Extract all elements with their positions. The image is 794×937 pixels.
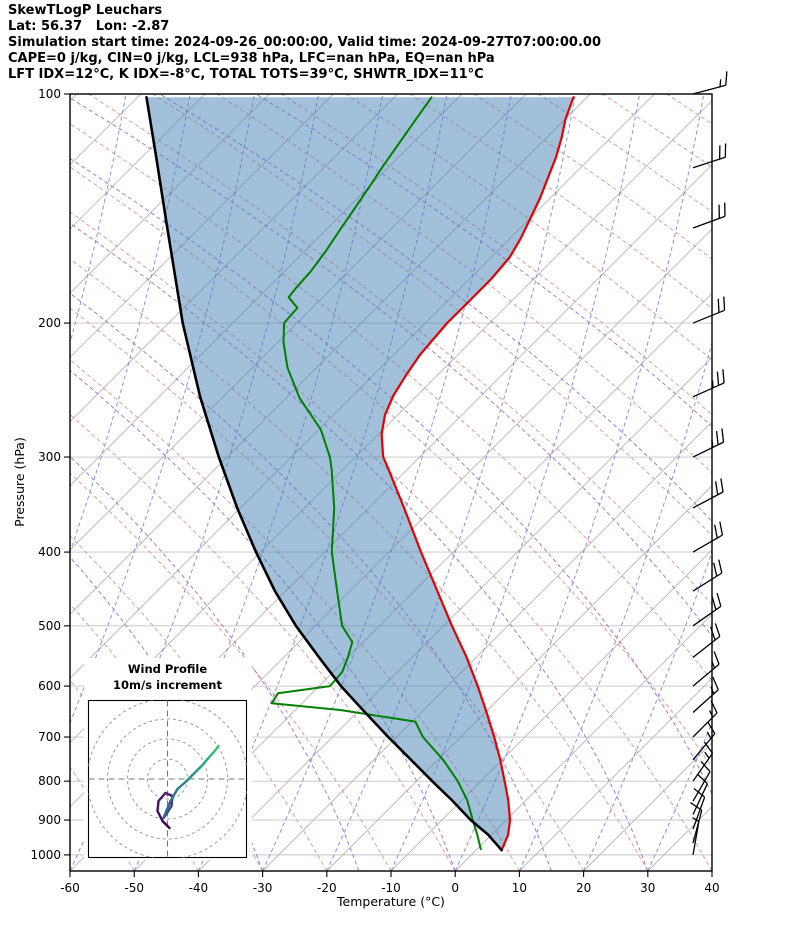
y-tick-label: 700 <box>38 730 61 744</box>
y-axis-title: Pressure (hPa) <box>12 437 27 527</box>
hodograph-trace-segment <box>207 748 217 760</box>
temperature-curve <box>380 96 575 851</box>
wind-barb <box>692 521 724 553</box>
x-tick-label: -10 <box>381 881 401 895</box>
x-tick-label: -30 <box>253 881 273 895</box>
header-times: Simulation start time: 2024-09-26_00:00:… <box>8 35 601 50</box>
y-tick-label: 400 <box>38 545 61 559</box>
mixing-ratio-line <box>197 94 448 871</box>
y-tick-label: 300 <box>38 450 61 464</box>
hodograph-title: Wind Profile <box>128 662 208 676</box>
dry-adiabat-line <box>152 94 712 537</box>
hodograph-trace-segment <box>176 780 187 791</box>
axes-frame-and-ticks: -60 -50 -40 -30 -20 -10 0 10 20 30 40 100 200 300 400 5… <box>30 87 719 895</box>
wind-barb <box>692 478 724 509</box>
moist-adiabat-line <box>70 455 360 871</box>
x-tick-label: 0 <box>451 881 459 895</box>
wind-barb <box>692 787 706 830</box>
wind-barb <box>692 143 727 169</box>
shaded-area-layer <box>146 97 574 851</box>
header-cape-cin: CAPE=0 j/kg, CIN=0 j/kg, LCL=938 hPa, LF… <box>8 51 495 66</box>
wind-barb <box>692 71 728 95</box>
wind-barb <box>692 296 726 324</box>
mixing-ratio-line <box>262 94 512 871</box>
header-indices: LFT IDX=12°C, K IDX=-8°C, TOTAL TOTS=39°… <box>8 67 484 82</box>
wind-barb <box>692 623 721 658</box>
mixing-ratio-line <box>454 94 705 871</box>
dry-adiabat-line <box>70 123 712 682</box>
dry-adiabat-line <box>70 166 712 769</box>
wind-barb <box>692 760 711 802</box>
hodograph-trace-segment <box>161 819 171 830</box>
hodograph-trace-segment <box>184 772 195 784</box>
hodograph-trace-segment <box>156 809 164 823</box>
x-tick-label: 10 <box>512 881 527 895</box>
hodograph-trace-segment <box>164 791 174 798</box>
x-axis-title: Temperature (°C) <box>336 894 445 909</box>
dewpoint-curve <box>270 96 482 851</box>
isotherm-line <box>454 613 712 871</box>
y-tick-label: 100 <box>38 87 61 101</box>
hodograph-inset <box>84 658 252 860</box>
y-tick-label: 900 <box>38 813 61 827</box>
wind-barb <box>692 202 726 229</box>
wind-barb <box>692 369 725 398</box>
header-title: SkewTLogP Leuchars <box>8 3 162 18</box>
mixing-ratio-line <box>583 550 712 871</box>
header-latlon: Lat: 56.37 Lon: -2.87 <box>8 19 169 34</box>
dry-adiabat-line <box>666 94 712 125</box>
isotherm-line <box>390 549 712 871</box>
hodograph-trace-segment <box>200 756 210 768</box>
x-tick-label: -40 <box>189 881 209 895</box>
x-tick-label: -60 <box>60 881 80 895</box>
y-tick-label: 600 <box>38 679 61 693</box>
dry-adiabat-line <box>70 472 392 871</box>
x-tick-label: -50 <box>124 881 144 895</box>
hodograph-trace-segment <box>157 791 167 803</box>
x-tick-label: 40 <box>704 881 719 895</box>
hodograph-trace-segment <box>214 744 220 752</box>
dry-adiabat-line <box>70 869 71 871</box>
isotherm-line <box>70 94 270 294</box>
moist-adiabat-line <box>70 97 712 638</box>
hodograph-trace-segment <box>165 804 173 816</box>
y-tick-label: 200 <box>38 316 61 330</box>
y-tick-label: 500 <box>38 619 61 633</box>
dry-adiabat-line <box>70 414 456 871</box>
isotherm-line <box>198 356 712 871</box>
y-tick-label: 800 <box>38 774 61 788</box>
hodograph-ring <box>127 738 208 820</box>
x-tick-label: 20 <box>576 881 591 895</box>
isotherm-line <box>583 741 712 871</box>
parcel-curve <box>145 96 503 852</box>
wind-barb <box>692 559 723 592</box>
dry-adiabat-line <box>88 94 712 606</box>
mixing-ratio-line <box>518 340 712 871</box>
moist-adiabat-line <box>70 158 712 795</box>
y-tick-label: 1000 <box>30 848 61 862</box>
hodograph-trace-segment <box>192 764 203 776</box>
mixing-ratio-line <box>326 94 576 871</box>
wind-barb <box>692 592 722 627</box>
hodograph-trace-segment <box>156 799 160 813</box>
dry-adiabat-line <box>70 211 712 871</box>
wind-barb <box>692 773 708 815</box>
hodograph-trace-segment <box>162 799 172 820</box>
dry-adiabat-line <box>70 359 520 871</box>
cin-shaded-area <box>146 97 574 851</box>
isotherm-line <box>133 292 712 871</box>
x-tick-label: -20 <box>317 881 337 895</box>
sounding-profiles <box>145 96 575 852</box>
hodograph-ring <box>107 718 228 840</box>
mixing-ratio-line <box>647 721 712 871</box>
isotherm-line <box>519 677 712 871</box>
hodograph-subtitle: 10m/s increment <box>113 678 222 692</box>
x-tick-label: 30 <box>640 881 655 895</box>
wind-barb <box>692 428 725 458</box>
hodograph-trace-segment <box>169 787 179 803</box>
moist-adiabat-line <box>159 94 712 523</box>
isotherm-line <box>70 94 206 230</box>
